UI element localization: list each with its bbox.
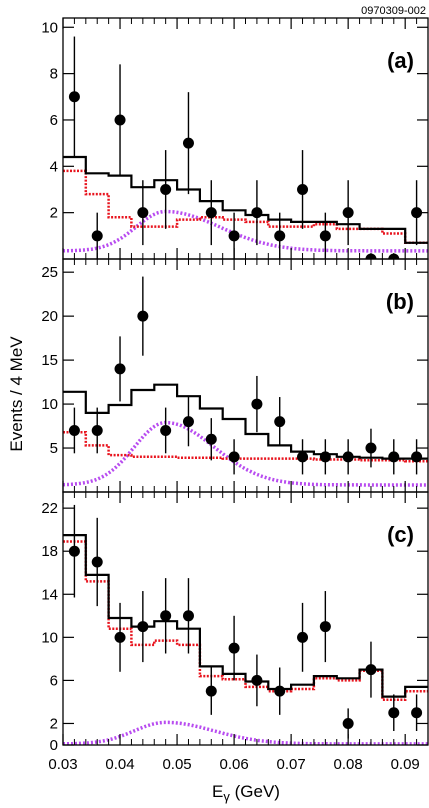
y-tick-label: 6: [50, 672, 58, 689]
data-point: [68, 91, 80, 103]
y-tick-label: 14: [41, 586, 58, 603]
total-fit-histogram: [63, 383, 428, 460]
panel-plot-area: [63, 36, 428, 259]
data-point: [251, 398, 263, 410]
data-point: [365, 664, 377, 676]
y-tick-label: 15: [41, 352, 58, 369]
data-point: [297, 631, 309, 643]
panel-0: 2 4 6 8 10 (a): [41, 17, 429, 260]
data-point: [319, 230, 331, 242]
data-point: [411, 707, 423, 719]
x-axis-title-main: E: [212, 782, 223, 801]
data-point: [228, 230, 240, 242]
panel-plot-area: [63, 504, 428, 745]
y-tick-label: 18: [41, 543, 58, 560]
y-tick-label: 10: [41, 629, 58, 646]
x-axis-title: Eγ (GeV): [212, 782, 280, 804]
data-point: [182, 610, 194, 622]
y-axis-title: Events / 4 MeV: [7, 336, 26, 452]
data-point: [137, 310, 149, 322]
data-point: [137, 207, 149, 219]
data-point: [68, 424, 80, 436]
data-point: [251, 674, 263, 686]
data-point: [114, 631, 126, 643]
data-point: [160, 183, 172, 195]
data-point: [342, 207, 354, 219]
data-point: [91, 556, 103, 568]
data-point: [205, 433, 217, 445]
data-point: [319, 451, 331, 463]
y-tick-label: 20: [41, 308, 58, 325]
data-point: [388, 707, 400, 719]
data-point: [205, 207, 217, 219]
x-tick-label: 0.03: [48, 756, 77, 773]
y-tick-label: 6: [50, 112, 58, 129]
data-point: [160, 610, 172, 622]
data-point: [297, 183, 309, 195]
total-fit-histogram: [63, 155, 428, 244]
panels: 2 4 6 8 10 (a) 5 10 15 20 25 (b) 0 2 6 10 14 18 22 (c): [41, 17, 429, 754]
data-point: [411, 451, 423, 463]
panel-label: (b): [386, 289, 414, 314]
data-point: [182, 137, 194, 149]
figure-id: 0970309-002: [361, 5, 426, 17]
data-point: [228, 642, 240, 654]
data-point: [205, 685, 217, 697]
panel-label: (c): [387, 522, 414, 547]
x-tick-label: 0.05: [162, 756, 191, 773]
y-tick-label: 10: [41, 396, 58, 413]
x-tick-label: 0.07: [277, 756, 306, 773]
data-point: [411, 207, 423, 219]
x-tick-label: 0.04: [105, 756, 134, 773]
x-axis-title-sub: γ: [223, 789, 230, 804]
x-tick-label: 0.08: [334, 756, 363, 773]
data-point: [274, 685, 286, 697]
x-axis-title-unit: (GeV): [230, 782, 280, 801]
x-axis-tick-labels: 0.03 0.04 0.05 0.06 0.07 0.08 0.09: [48, 756, 419, 773]
x-tick-label: 0.06: [219, 756, 248, 773]
signal-curve: [63, 420, 428, 487]
data-point: [114, 114, 126, 126]
panel-plot-area: [63, 276, 428, 487]
panel-2: 0 2 6 10 14 18 22 (c): [41, 491, 429, 754]
data-point: [160, 424, 172, 436]
data-point: [342, 451, 354, 463]
background-histogram: [63, 169, 428, 245]
data-point: [297, 451, 309, 463]
y-tick-label: 22: [41, 500, 58, 517]
y-tick-label: 0: [50, 737, 58, 754]
data-point: [388, 451, 400, 463]
background-histogram: [63, 430, 428, 463]
y-tick-label: 2: [50, 715, 58, 732]
panel-1: 5 10 15 20 25 (b): [41, 258, 429, 493]
signal-curve: [63, 209, 428, 253]
signal-curve: [63, 720, 428, 745]
panel-label: (a): [387, 48, 414, 73]
y-tick-label: 8: [50, 66, 58, 83]
data-point: [342, 717, 354, 729]
data-point: [274, 230, 286, 242]
y-tick-label: 10: [41, 19, 58, 36]
data-point: [182, 416, 194, 428]
data-point: [68, 545, 80, 557]
y-tick-label: 2: [50, 205, 58, 222]
data-point: [91, 230, 103, 242]
x-tick-label: 0.09: [391, 756, 420, 773]
total-fit-histogram: [63, 534, 428, 698]
data-point: [274, 416, 286, 428]
data-point: [365, 442, 377, 454]
y-tick-label: 25: [41, 264, 58, 281]
y-tick-label: 4: [50, 158, 58, 175]
data-point: [114, 363, 126, 375]
data-point: [228, 451, 240, 463]
data-point: [137, 621, 149, 633]
data-point: [319, 621, 331, 633]
data-point: [251, 207, 263, 219]
data-point: [91, 424, 103, 436]
y-tick-label: 5: [50, 440, 58, 457]
